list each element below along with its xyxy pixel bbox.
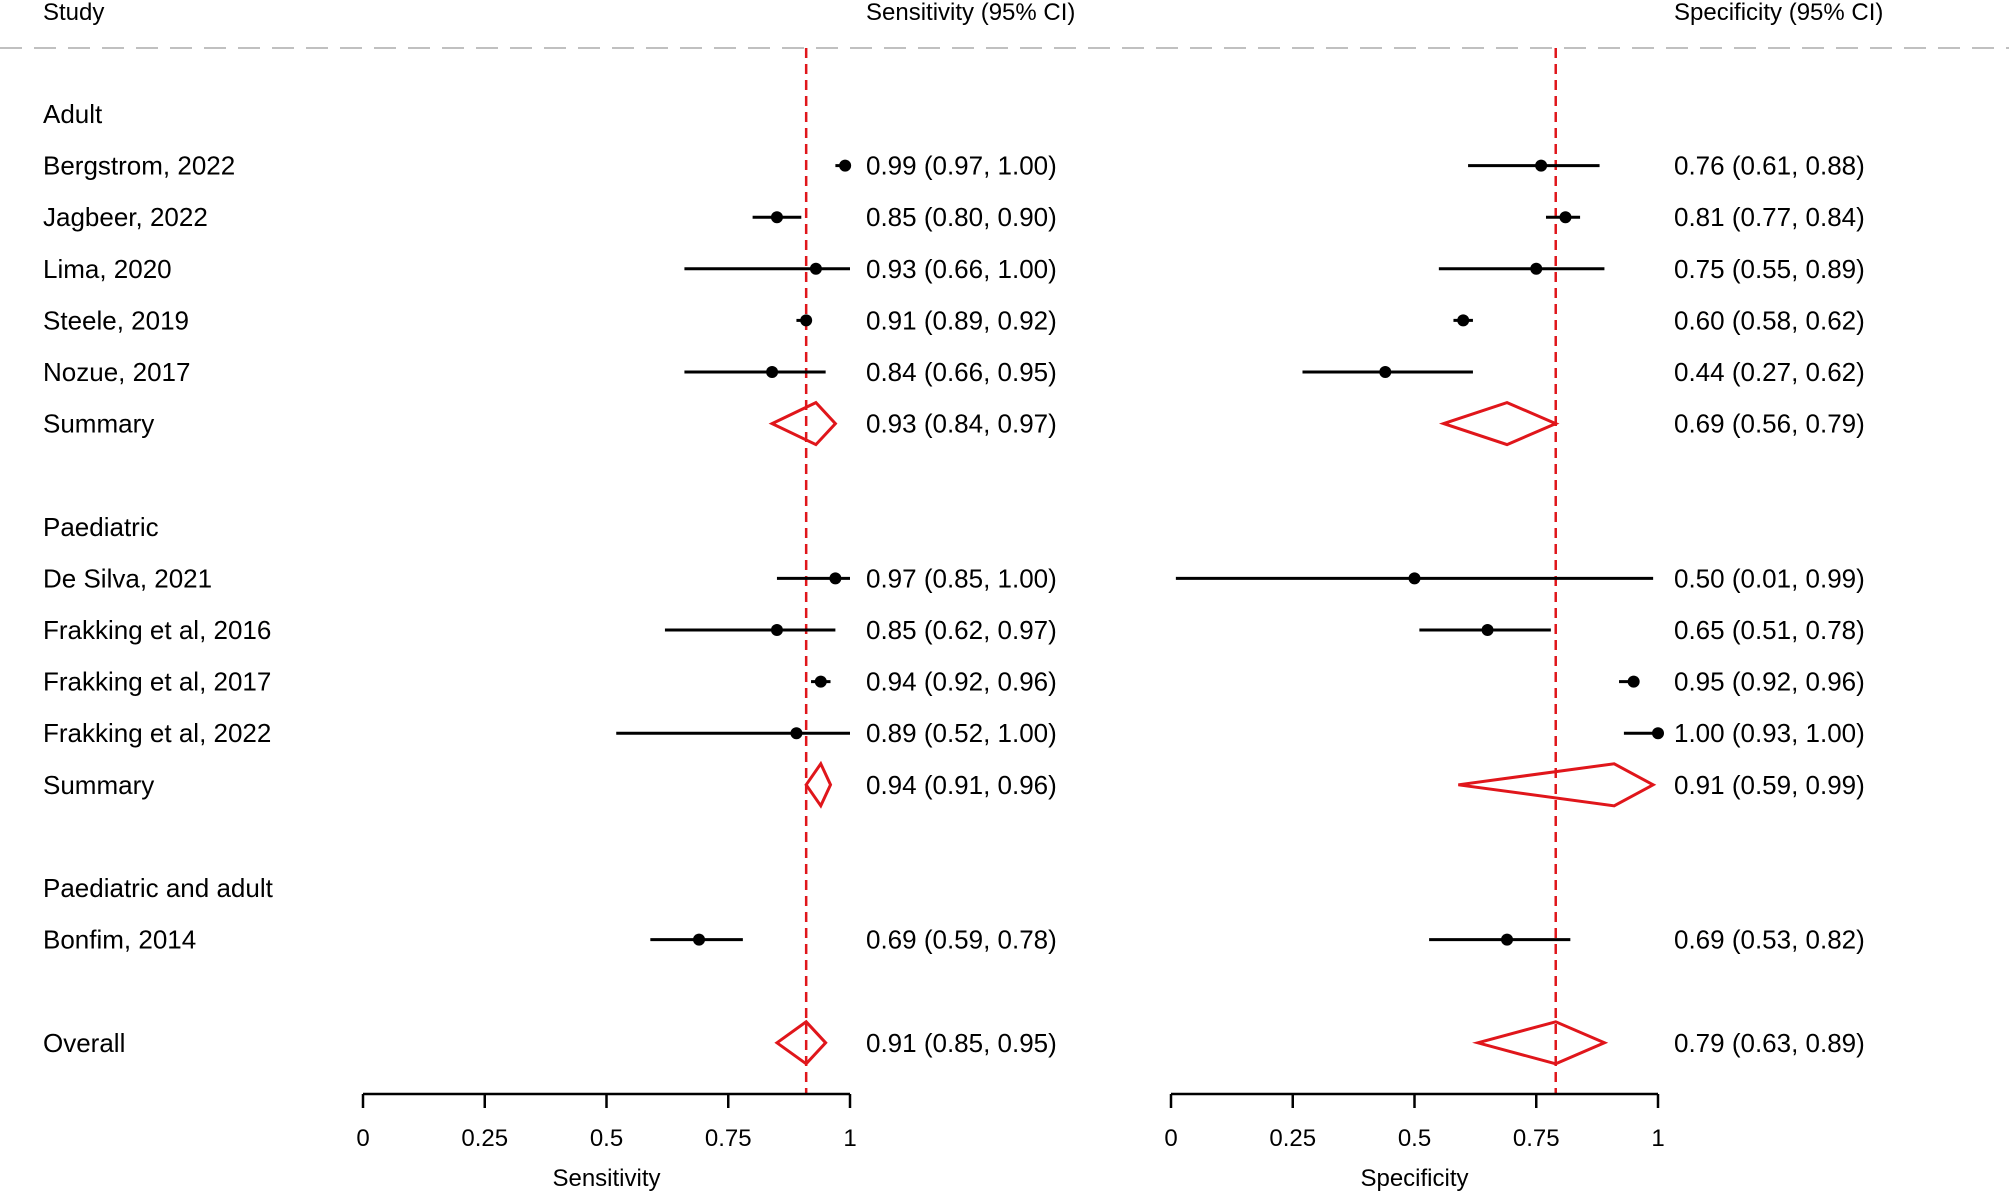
specificity-point [1652, 727, 1664, 740]
specificity-point [1559, 211, 1572, 224]
sensitivity-tick-label: 0.25 [461, 1125, 508, 1152]
sensitivity-summary-diamond [804, 760, 833, 809]
sensitivity-point [829, 572, 842, 585]
sensitivity-point [790, 727, 803, 740]
specificity-point [1530, 262, 1543, 275]
sensitivity-point [814, 675, 827, 688]
group-label: Paediatric and adult [43, 873, 274, 903]
sensitivity-estimate-label: 0.89 (0.52, 1.00) [866, 718, 1057, 748]
specificity-estimate-label: 0.50 (0.01, 0.99) [1674, 563, 1865, 593]
sensitivity-estimate-label: 0.91 (0.85, 0.95) [866, 1028, 1057, 1058]
sensitivity-point [770, 211, 783, 224]
specificity-tick-label: 1 [1651, 1125, 1664, 1152]
study-label: Nozue, 2017 [43, 357, 190, 387]
sensitivity-tick-label: 0.75 [705, 1125, 752, 1152]
summary-label: Summary [43, 409, 154, 439]
specificity-point [1379, 366, 1392, 378]
study-label: Frakking et al, 2016 [43, 615, 271, 645]
sensitivity-estimate-label: 0.93 (0.84, 0.97) [866, 409, 1057, 439]
sensitivity-axis-label: Sensitivity [552, 1165, 660, 1192]
sensitivity-point [693, 933, 706, 946]
sensitivity-point [770, 624, 783, 636]
specificity-estimate-label: 0.81 (0.77, 0.84) [1674, 202, 1865, 232]
study-label: Bergstrom, 2022 [43, 151, 235, 181]
specificity-point [1627, 675, 1640, 688]
specificity-tick-label: 0.25 [1269, 1125, 1316, 1152]
specificity-estimate-label: 0.60 (0.58, 0.62) [1674, 305, 1865, 335]
study-label: Frakking et al, 2017 [43, 667, 271, 697]
sensitivity-tick-label: 0 [356, 1125, 369, 1152]
sensitivity-point [809, 262, 822, 275]
sensitivity-tick-label: 1 [843, 1125, 856, 1152]
specificity-tick-label: 0 [1164, 1125, 1177, 1152]
sensitivity-estimate-label: 0.93 (0.66, 1.00) [866, 254, 1057, 284]
group-label: Adult [43, 99, 103, 129]
specificity-point [1408, 572, 1421, 585]
sensitivity-estimate-label: 0.85 (0.62, 0.97) [866, 615, 1057, 645]
summary-label: Overall [43, 1028, 125, 1058]
group-label: Paediatric [43, 512, 159, 542]
specificity-estimate-label: 0.69 (0.56, 0.79) [1674, 409, 1865, 439]
specificity-point [1457, 314, 1470, 327]
specificity-estimate-label: 0.76 (0.61, 0.88) [1674, 151, 1865, 181]
sensitivity-point [766, 366, 779, 378]
specificity-estimate-label: 0.79 (0.63, 0.89) [1674, 1028, 1865, 1058]
specificity-estimate-label: 1.00 (0.93, 1.00) [1674, 718, 1865, 748]
specificity-estimate-label: 0.65 (0.51, 0.78) [1674, 615, 1865, 645]
sensitivity-estimate-label: 0.94 (0.92, 0.96) [866, 667, 1057, 697]
specificity-summary-diamond [1438, 400, 1560, 447]
sensitivity-summary-diamond [768, 400, 838, 447]
study-label: Lima, 2020 [43, 254, 172, 284]
header-specificity: Specificity (95% CI) [1674, 0, 1883, 26]
study-label: De Silva, 2021 [43, 563, 212, 593]
sensitivity-estimate-label: 0.85 (0.80, 0.90) [866, 202, 1057, 232]
specificity-point [1535, 159, 1548, 172]
specificity-estimate-label: 0.69 (0.53, 0.82) [1674, 925, 1865, 955]
sensitivity-estimate-label: 0.97 (0.85, 1.00) [866, 563, 1057, 593]
specificity-tick-label: 0.75 [1513, 1125, 1560, 1152]
sensitivity-point [839, 159, 852, 172]
study-label: Bonfim, 2014 [43, 925, 196, 955]
specificity-estimate-label: 0.44 (0.27, 0.62) [1674, 357, 1865, 387]
specificity-point [1481, 624, 1494, 636]
sensitivity-estimate-label: 0.91 (0.89, 0.92) [866, 305, 1057, 335]
study-label: Steele, 2019 [43, 305, 189, 335]
sensitivity-summary-diamond [774, 1019, 828, 1066]
sensitivity-estimate-label: 0.99 (0.97, 1.00) [866, 151, 1057, 181]
specificity-point [1501, 933, 1514, 946]
forest-marks: Adult Bergstrom, 2022 0.99 (0.97, 1.00) 0.7… [43, 48, 1865, 1192]
specificity-tick-label: 0.5 [1398, 1125, 1431, 1152]
specificity-summary-diamond [1458, 762, 1657, 808]
specificity-axis-label: Specificity [1360, 1165, 1468, 1192]
study-label: Frakking et al, 2022 [43, 718, 271, 748]
summary-label: Summary [43, 770, 154, 800]
sensitivity-estimate-label: 0.94 (0.91, 0.96) [866, 770, 1057, 800]
specificity-summary-diamond [1472, 1020, 1609, 1066]
sensitivity-estimate-label: 0.84 (0.66, 0.95) [866, 357, 1057, 387]
specificity-estimate-label: 0.95 (0.92, 0.96) [1674, 667, 1865, 697]
sensitivity-point [800, 314, 813, 327]
sensitivity-estimate-label: 0.69 (0.59, 0.78) [866, 925, 1057, 955]
specificity-estimate-label: 0.91 (0.59, 0.99) [1674, 770, 1865, 800]
header-sensitivity: Sensitivity (95% CI) [866, 0, 1075, 26]
header-study: Study [43, 0, 104, 26]
sensitivity-tick-label: 0.5 [590, 1125, 623, 1152]
specificity-estimate-label: 0.75 (0.55, 0.89) [1674, 254, 1865, 284]
study-label: Jagbeer, 2022 [43, 202, 208, 232]
